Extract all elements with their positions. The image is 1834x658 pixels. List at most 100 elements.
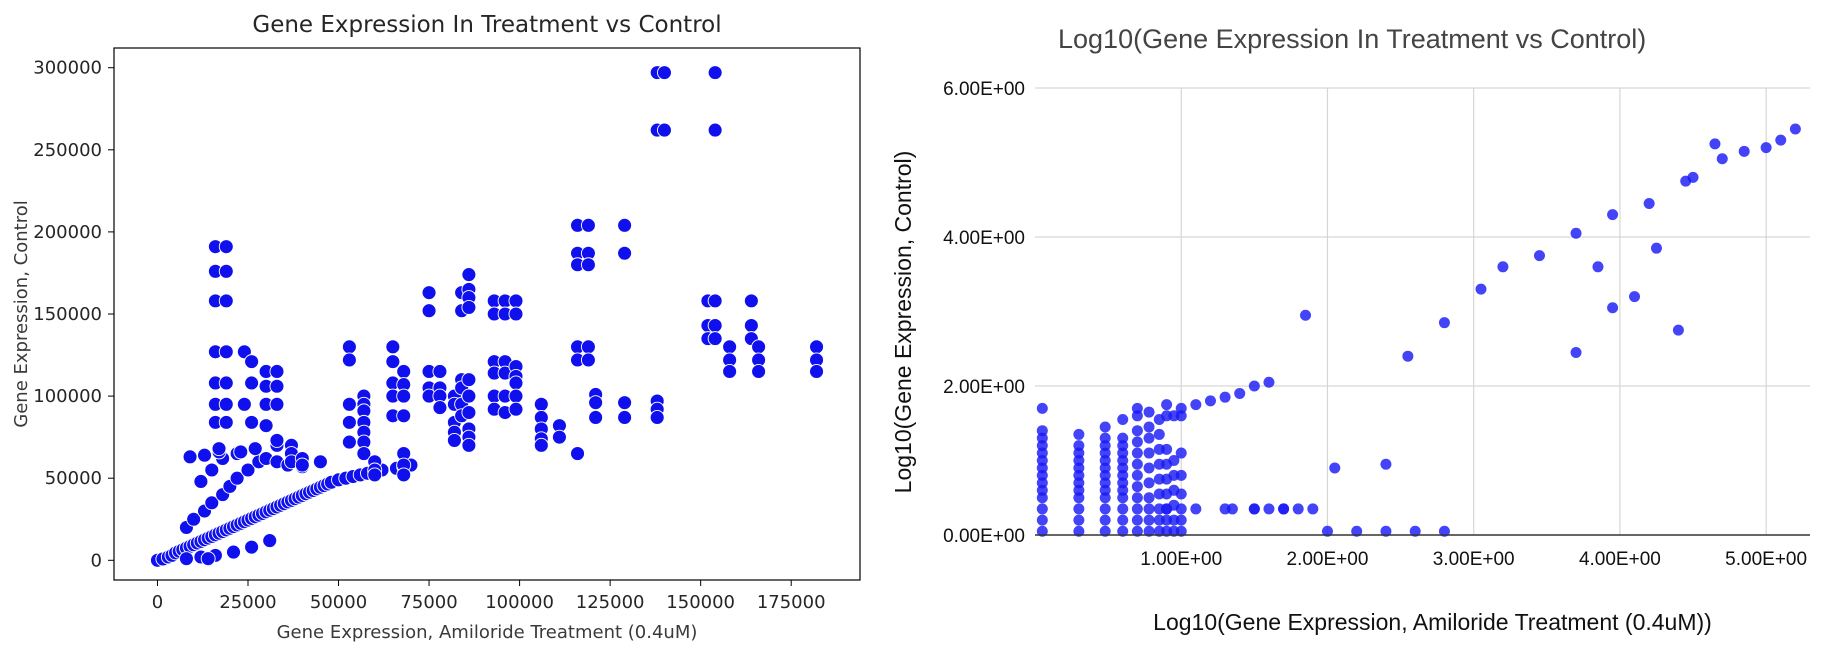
data-point (588, 409, 604, 425)
data-point (1131, 525, 1143, 537)
data-point (1161, 503, 1173, 515)
data-point (1175, 488, 1187, 500)
data-point (1687, 171, 1699, 183)
data-point (580, 352, 596, 368)
data-point (461, 437, 477, 453)
data-point (707, 65, 723, 81)
data-point (1153, 428, 1165, 440)
data-point (1226, 503, 1238, 515)
x-tick-label: 1.00E+00 (1140, 549, 1222, 570)
log-scatter-chart: Log10(Gene Expression In Treatment vs Co… (890, 24, 1810, 635)
data-point (722, 364, 738, 379)
data-point (1175, 469, 1187, 481)
data-point (262, 533, 278, 549)
data-point (1607, 302, 1619, 314)
data-point (570, 446, 585, 462)
data-point (1073, 514, 1085, 526)
data-point (649, 409, 665, 425)
data-point (1248, 380, 1260, 392)
data-point (1131, 458, 1143, 470)
data-point (1643, 197, 1655, 209)
data-point (1570, 346, 1582, 358)
data-point (751, 364, 767, 379)
data-point (182, 449, 198, 465)
data-point (1263, 503, 1275, 515)
data-point (533, 437, 549, 453)
data-point (1143, 421, 1155, 433)
y-tick-label: 100000 (33, 386, 102, 407)
data-point (1570, 227, 1582, 239)
data-point (707, 331, 723, 347)
data-point (1036, 402, 1048, 414)
data-point (1161, 399, 1173, 411)
data-point (1073, 428, 1085, 440)
data-point (1099, 514, 1111, 526)
data-point (707, 318, 723, 333)
data-point (1650, 242, 1662, 254)
data-point (1073, 525, 1085, 537)
data-point (396, 408, 412, 424)
x-tick-label: 4.00E+00 (1579, 549, 1661, 570)
x-tick-label: 100000 (485, 592, 554, 613)
data-point (1099, 432, 1111, 444)
x-tick-label: 125000 (576, 592, 645, 613)
data-point (178, 551, 194, 567)
data-point (580, 257, 596, 273)
data-point (1672, 324, 1684, 336)
data-point (421, 285, 437, 301)
data-point (341, 396, 357, 412)
data-point (1175, 503, 1187, 515)
data-point (1073, 503, 1085, 515)
data-point (233, 444, 249, 460)
data-point (218, 293, 234, 309)
data-point (1161, 443, 1173, 455)
data-point (218, 375, 234, 391)
data-points (1036, 123, 1801, 537)
data-point (244, 354, 260, 370)
data-point (743, 293, 759, 309)
data-point (1329, 462, 1341, 474)
data-point (461, 267, 477, 283)
data-point (1143, 406, 1155, 418)
data-point (236, 396, 252, 412)
data-point (269, 432, 285, 448)
data-point (1292, 503, 1304, 515)
data-point (218, 414, 234, 430)
data-point (200, 551, 216, 567)
data-point (508, 306, 524, 322)
data-point (1143, 525, 1155, 537)
data-point (508, 401, 524, 417)
data-point (617, 245, 633, 261)
data-point (1438, 525, 1450, 537)
data-point (197, 447, 212, 463)
data-points (150, 65, 824, 568)
data-point (1629, 291, 1641, 303)
data-point (218, 239, 234, 255)
x-tick-label: 75000 (400, 592, 457, 613)
data-point (1143, 462, 1155, 474)
data-point (1131, 425, 1143, 437)
data-point (1263, 376, 1275, 388)
data-point (396, 364, 412, 379)
data-point (1131, 514, 1143, 526)
data-point (508, 388, 524, 404)
y-tick-label: 200000 (33, 222, 102, 243)
data-point (367, 467, 383, 483)
data-point (269, 364, 285, 379)
y-tick-label: 300000 (33, 58, 102, 79)
data-point (218, 344, 234, 360)
data-point (743, 318, 759, 333)
data-point (341, 339, 357, 355)
data-point (707, 293, 723, 309)
y-tick-label: 2.00E+00 (943, 377, 1025, 398)
data-point (1351, 525, 1363, 537)
data-point (218, 263, 234, 279)
data-point (1789, 123, 1801, 135)
data-point (421, 303, 437, 319)
data-point (269, 378, 285, 394)
data-point (269, 396, 285, 412)
data-point (1409, 525, 1421, 537)
data-point (508, 293, 524, 309)
linear-scatter-chart: Gene Expression In Treatment vs Control 0… (11, 12, 861, 643)
data-point (385, 339, 401, 355)
